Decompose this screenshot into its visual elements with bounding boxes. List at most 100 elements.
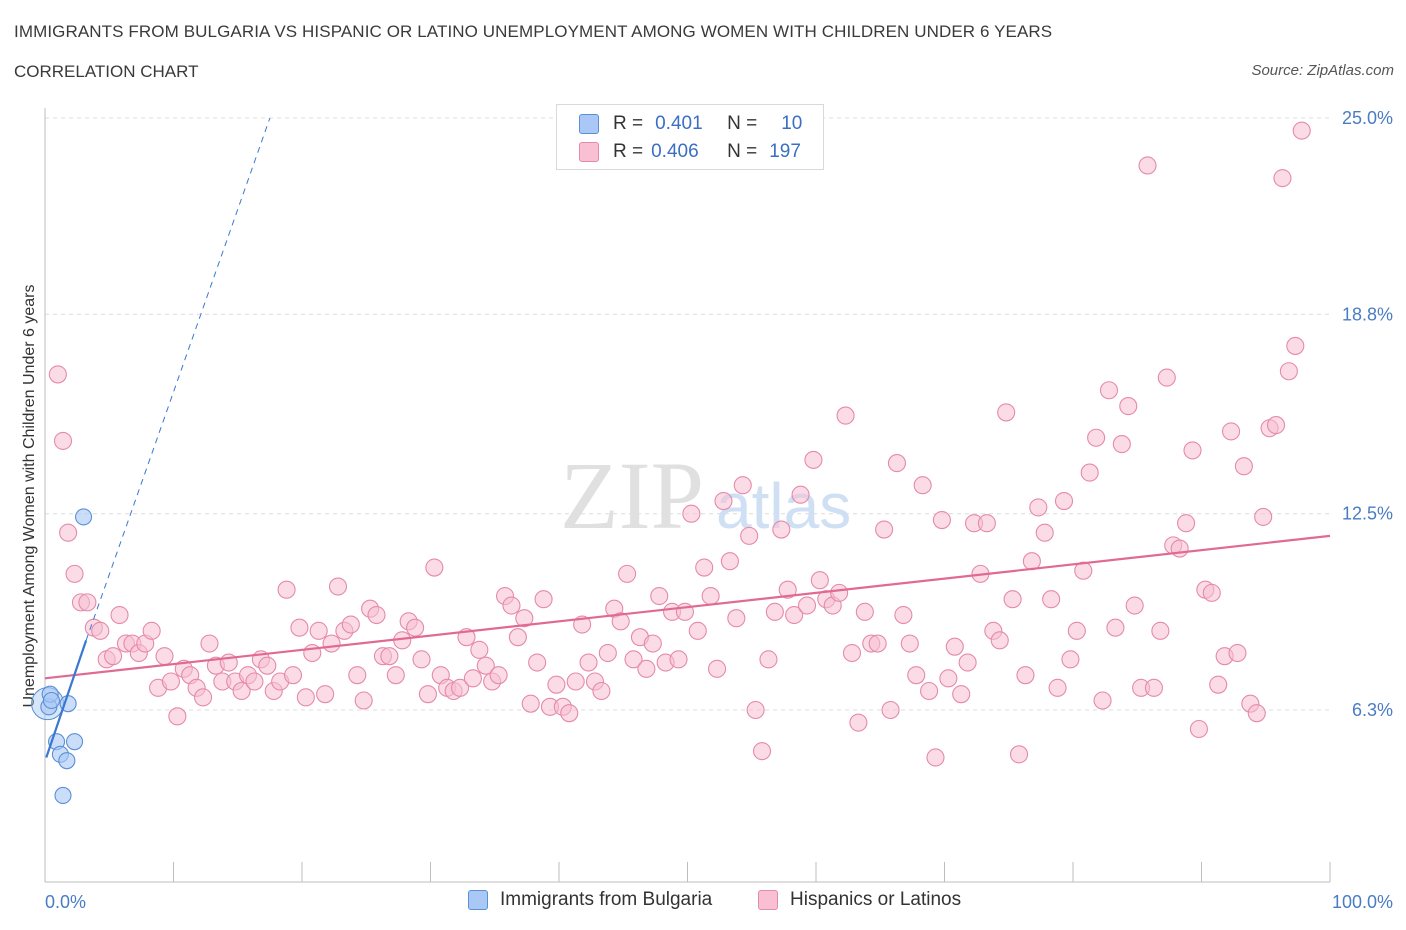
hispanic-point: [842, 643, 862, 663]
hispanic-point: [48, 365, 67, 384]
hispanic-point: [1228, 643, 1247, 663]
hispanic-point: [277, 580, 296, 599]
x-tick-label-end: 100.0%: [1332, 892, 1393, 912]
hispanic-point: [258, 656, 277, 675]
hispanic-point: [1209, 675, 1228, 694]
hispanic-point: [508, 628, 527, 647]
hispanic-point: [1144, 678, 1164, 697]
hispanic-point: [785, 605, 804, 625]
y-tick-label: 25.0%: [1342, 108, 1393, 128]
legend-swatch-hispanic: [579, 142, 599, 162]
hispanic-point: [913, 476, 932, 495]
hispanic-point: [200, 634, 219, 653]
hispanic-point: [920, 681, 939, 701]
legend-r-label: R =: [613, 113, 644, 134]
hispanic-point: [977, 514, 996, 533]
hispanic-point: [296, 688, 315, 707]
hispanic-point: [367, 605, 386, 625]
hispanic-point: [528, 653, 547, 672]
hispanic-point: [1029, 498, 1048, 517]
hispanic-point: [245, 672, 264, 691]
watermark-zip: ZIP: [560, 442, 704, 549]
hispanic-point: [772, 520, 791, 539]
hispanic-point: [418, 685, 437, 704]
hispanic-point: [759, 650, 778, 669]
bulgaria-trend-extension: [85, 117, 271, 641]
y-tick-label: 18.8%: [1342, 304, 1393, 324]
gridlines: [45, 117, 1330, 711]
legend-n-value: 10: [781, 113, 803, 134]
hispanic-point: [958, 653, 977, 672]
hispanic-point: [990, 631, 1009, 650]
x-tick-label-start: 0.0%: [45, 892, 86, 912]
hispanic-point: [688, 621, 707, 640]
hispanic-point: [412, 650, 431, 669]
legend-swatch-hispanic: [758, 890, 778, 910]
hispanic-point: [624, 650, 643, 669]
hispanic-point: [1099, 381, 1119, 400]
hispanic-point: [534, 590, 553, 609]
hispanic-point: [1151, 621, 1170, 640]
hispanic-point: [1009, 745, 1029, 764]
hispanic-point: [1112, 435, 1131, 454]
legend-row-hispanic: R = 0.406 N = 197: [579, 140, 801, 164]
bulgaria-trend-line: [45, 639, 88, 758]
hispanic-point: [316, 685, 335, 704]
hispanic-point: [161, 672, 180, 691]
hispanic-point: [804, 450, 823, 469]
hispanic-point: [1048, 678, 1067, 697]
hispanic-point: [887, 454, 907, 473]
hispanic-point: [1202, 583, 1221, 602]
hispanic-point: [765, 602, 784, 621]
hispanic-point: [476, 656, 495, 675]
hispanic-point: [283, 666, 303, 685]
bulgaria-point: [42, 691, 60, 710]
axes: [44, 108, 1331, 883]
hispanic-point: [637, 659, 656, 678]
hispanic-point: [868, 634, 887, 653]
hispanic-point: [643, 634, 662, 653]
hispanic-point: [386, 666, 405, 685]
hispanic-point: [830, 583, 849, 602]
hispanic-point: [900, 634, 919, 653]
bulgaria-point: [75, 508, 93, 526]
hispanic-trend-line: [44, 534, 1331, 680]
hispanic-point: [53, 431, 73, 450]
hispanic-point: [669, 650, 688, 669]
hispanic-point: [997, 403, 1016, 422]
hispanic-point: [650, 586, 669, 606]
hispanic-point: [1254, 507, 1273, 526]
hispanic-point: [727, 609, 746, 628]
legend-item-bulgaria: Immigrants from Bulgaria: [468, 889, 712, 911]
hispanic-point: [1266, 416, 1286, 435]
hispanic-point: [91, 621, 110, 640]
hispanic-point: [406, 618, 425, 637]
hispanic-point: [1292, 121, 1311, 140]
hispanic-point: [1170, 539, 1189, 558]
bulgaria-point: [66, 733, 84, 751]
hispanic-point: [714, 492, 733, 511]
hispanic-point: [1054, 492, 1074, 511]
hispanic-point: [611, 612, 630, 631]
hispanic-point: [740, 526, 759, 545]
hispanic-point: [701, 586, 720, 606]
hispanic-point: [521, 694, 540, 713]
hispanic-point: [566, 672, 585, 691]
hispanic-point: [290, 618, 309, 637]
hispanic-point: [155, 647, 174, 666]
hispanic-point: [142, 621, 161, 640]
hispanic-point: [1003, 590, 1022, 609]
hispanic-point: [682, 504, 701, 523]
hispanic-point: [1119, 397, 1138, 416]
hispanic-point: [579, 653, 598, 672]
hispanic-point: [463, 669, 482, 688]
hispanic-point: [1016, 666, 1035, 685]
hispanic-point: [926, 748, 945, 767]
hispanic-point: [836, 406, 855, 425]
hispanic-point: [1286, 336, 1305, 355]
hispanic-point: [515, 609, 534, 628]
tick-labels: 6.3% 12.5% 18.8% 25.0% 0.0% 100.0%: [45, 108, 1393, 912]
hispanic-point: [425, 558, 444, 577]
hispanic-point: [232, 681, 251, 701]
chart-subtitle: CORRELATION CHART: [14, 62, 199, 81]
